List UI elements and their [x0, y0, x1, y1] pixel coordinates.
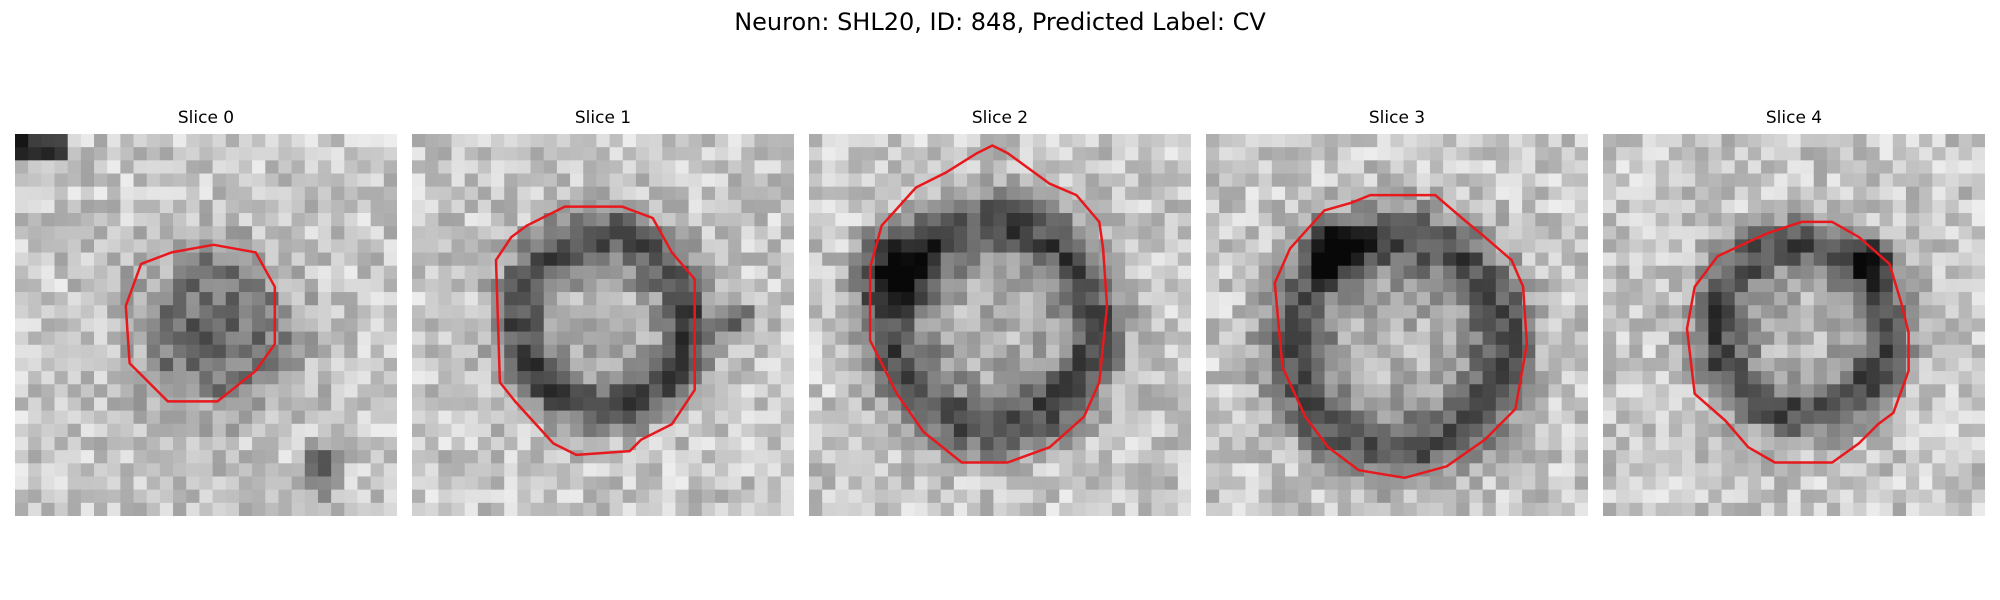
slice-canvas [412, 134, 794, 516]
slice-image-3 [1206, 134, 1588, 516]
slice-panel-2: Slice 2 [809, 108, 1191, 516]
slice-title: Slice 3 [1368, 108, 1426, 128]
slice-title: Slice 2 [971, 108, 1029, 128]
segmentation-contour [868, 144, 1109, 464]
slice-image-1 [412, 134, 794, 516]
segmentation-contour [124, 243, 277, 403]
slice-panel-4: Slice 4 [1603, 108, 1985, 516]
slice-panel-1: Slice 1 [412, 108, 794, 516]
slice-panel-0: Slice 0 [15, 108, 397, 516]
slice-canvas [15, 134, 397, 516]
segmentation-contour [1273, 193, 1529, 480]
slice-image-2 [809, 134, 1191, 516]
slice-image-4 [1603, 134, 1985, 516]
slice-title: Slice 1 [574, 108, 632, 128]
slice-canvas [1206, 134, 1588, 516]
slice-title: Slice 4 [1765, 108, 1823, 128]
segmentation-contour [1685, 220, 1910, 464]
figure-title: Neuron: SHL20, ID: 848, Predicted Label:… [734, 8, 1266, 36]
slice-canvas [809, 134, 1191, 516]
slice-image-0 [15, 134, 397, 516]
slice-panel-3: Slice 3 [1206, 108, 1588, 516]
slice-title: Slice 0 [177, 108, 235, 128]
slice-canvas [1603, 134, 1985, 516]
segmentation-contour [494, 205, 696, 457]
